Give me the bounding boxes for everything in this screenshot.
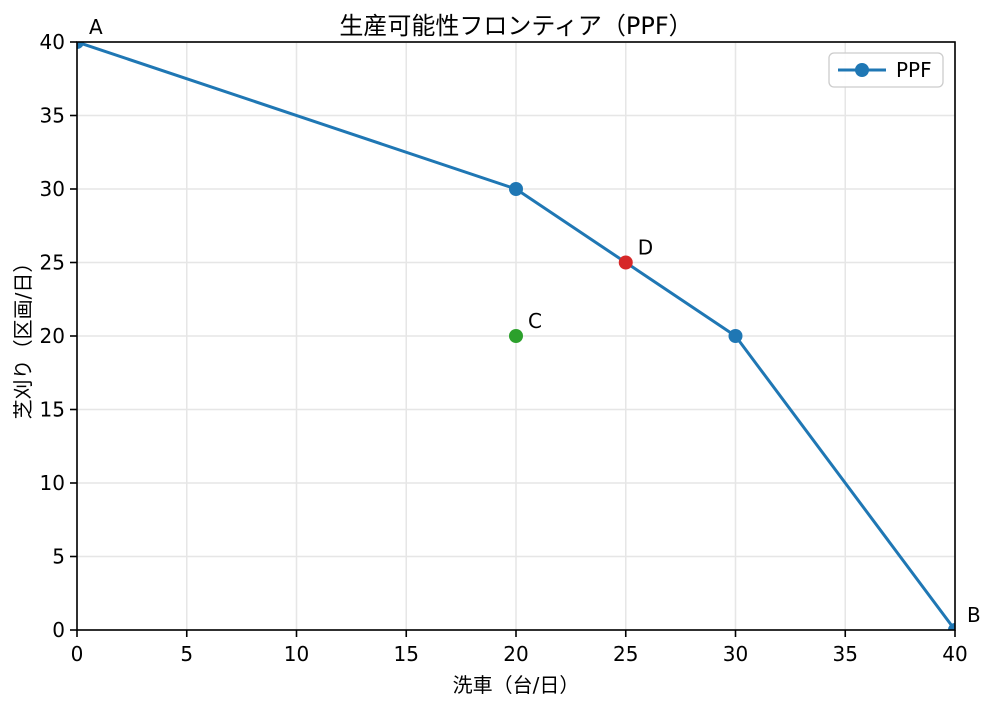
y-axis-tick-label: 5 [52,545,65,569]
x-axis-tick-label: 0 [71,642,84,666]
series-marker-ppf [948,623,955,630]
y-axis-tick-label: 40 [40,30,65,54]
y-axis-tick-label: 35 [40,104,65,128]
annotation-c: C [528,309,542,333]
x-axis-tick-label: 25 [613,642,638,666]
x-axis-tick-label: 10 [284,642,309,666]
y-axis-label: 芝刈り（区画/日） [11,253,35,420]
y-axis-tick-label: 25 [40,251,65,275]
series-marker-ppf [77,42,84,49]
legend-marker [855,63,869,77]
x-axis-label: 洗車（台/日） [453,673,580,697]
axes: 0 5 10 15 20 25 30 35 40 0 5 10 15 20 25 30 35 40 [40,30,968,666]
x-axis-tick-label: 35 [833,642,858,666]
x-axis-tick-label: 15 [394,642,419,666]
annotation-a: A [89,15,103,39]
legend: PPF [828,52,944,88]
series-marker-ppf [509,182,523,196]
y-axis-tick-label: 20 [40,324,65,348]
y-axis-tick-label: 30 [40,177,65,201]
annotation-d: D [638,236,653,260]
y-axis-tick-label: 15 [40,398,65,422]
point-d [618,255,633,270]
point-c [509,329,523,343]
chart-title: 生産可能性フロンティア（PPF） [339,12,692,40]
x-axis-tick-label: 40 [942,642,967,666]
x-axis-tick-label: 20 [503,642,528,666]
x-axis-tick-label: 5 [180,642,193,666]
legend-label: PPF [896,58,932,82]
series-marker-ppf [728,329,743,343]
annotation-b: B [967,603,981,627]
y-axis-tick-label: 10 [40,471,65,495]
point-labels: A B C D [89,15,981,627]
x-axis-tick-label: 30 [723,642,748,666]
scatter-points [509,255,633,343]
y-axis-tick-label: 0 [52,618,65,642]
